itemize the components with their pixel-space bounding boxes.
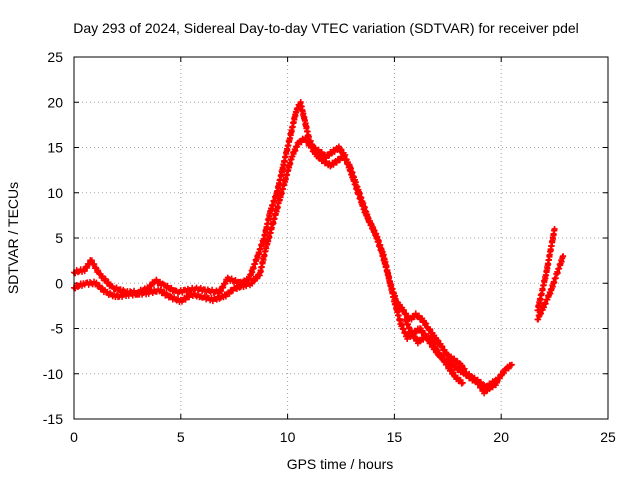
data-point <box>458 380 465 387</box>
y-tick-label: -15 <box>43 411 63 427</box>
data-point <box>473 377 480 384</box>
data-point <box>182 296 189 303</box>
data-point <box>315 146 322 153</box>
data-point <box>295 141 302 148</box>
data-point <box>81 268 88 275</box>
data-point <box>417 338 424 345</box>
data-point <box>493 379 500 386</box>
data-point <box>338 146 345 153</box>
data-points <box>71 99 567 397</box>
data-point <box>444 351 451 358</box>
data-point <box>400 306 407 313</box>
data-point <box>442 357 449 364</box>
data-point <box>427 326 434 333</box>
y-axis-label: SDTVAR / TECUs <box>5 182 21 294</box>
data-point <box>102 275 109 282</box>
data-point <box>93 279 100 286</box>
data-point <box>455 365 462 372</box>
data-point <box>403 310 410 317</box>
x-tick-label: 15 <box>387 429 403 445</box>
data-point <box>84 264 91 271</box>
data-point <box>186 294 193 301</box>
data-point <box>451 355 458 362</box>
y-tick-label: 5 <box>55 230 63 246</box>
data-point <box>435 337 442 344</box>
plot-frame <box>73 56 609 420</box>
y-tick-label: -10 <box>43 366 63 382</box>
data-point <box>454 374 461 381</box>
data-point <box>157 286 164 293</box>
grid <box>74 57 608 419</box>
y-tick-label: 20 <box>47 94 63 110</box>
x-tick-label: 5 <box>177 429 185 445</box>
data-point <box>408 316 415 323</box>
y-tick-label: -5 <box>51 321 64 337</box>
x-axis-label: GPS time / hours <box>287 456 394 472</box>
data-point <box>302 134 309 141</box>
x-tick-label: 0 <box>70 429 78 445</box>
data-point <box>450 360 457 367</box>
data-point <box>412 310 419 317</box>
data-point <box>461 369 468 376</box>
data-point <box>467 373 474 380</box>
data-point <box>314 151 321 158</box>
data-point <box>446 358 453 365</box>
data-point <box>226 290 233 297</box>
y-tick-label: 0 <box>55 275 63 291</box>
y-tick-label: 15 <box>47 140 63 156</box>
data-point <box>333 159 340 166</box>
data-point <box>505 365 512 372</box>
data-point <box>423 320 430 327</box>
data-point <box>508 361 515 368</box>
data-point <box>439 343 446 350</box>
data-point <box>459 379 466 386</box>
x-tick-label: 20 <box>493 429 509 445</box>
data-point <box>105 279 112 286</box>
y-tick-label: 25 <box>47 49 63 65</box>
data-point <box>328 150 335 157</box>
data-point <box>340 153 347 160</box>
data-point <box>253 275 260 282</box>
data-point <box>551 225 558 232</box>
x-tick-label: 25 <box>600 429 616 445</box>
data-point <box>327 163 334 170</box>
data-point <box>450 369 457 376</box>
ticks: 0 5 10 15 20 25 -15 -10 -5 0 5 10 15 20 25 <box>43 49 616 445</box>
chart-title: Day 293 of 2024, Sidereal Day-to-day VTE… <box>73 20 579 36</box>
data-point <box>222 293 229 300</box>
data-point <box>560 253 567 260</box>
y-tick-label: 10 <box>47 185 63 201</box>
x-tick-label: 10 <box>280 429 296 445</box>
data-point <box>438 352 445 359</box>
